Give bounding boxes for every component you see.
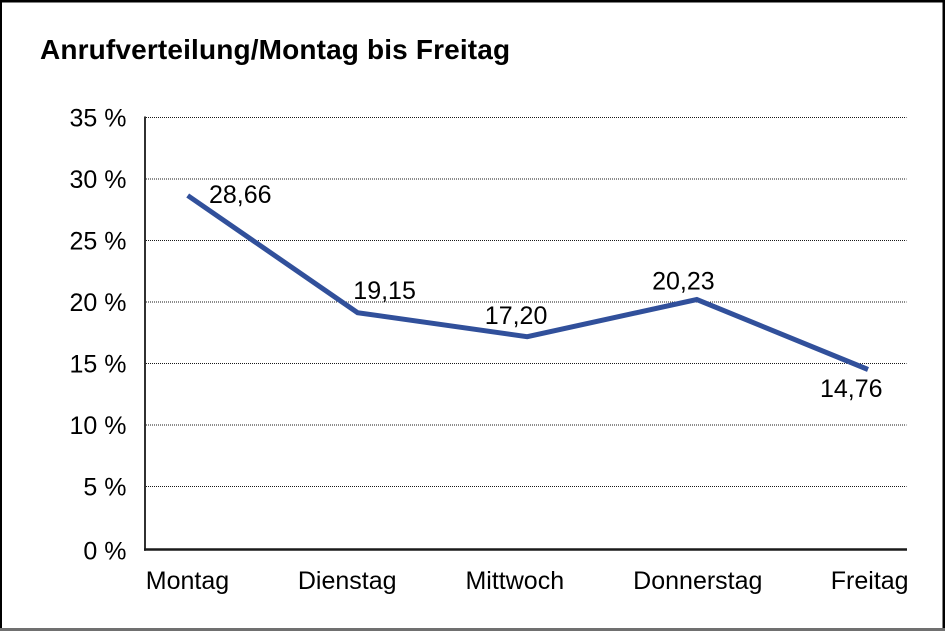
svg-text:20,23: 20,23: [652, 268, 715, 296]
svg-text:30 %: 30 %: [70, 166, 127, 194]
svg-text:0 %: 0 %: [83, 538, 126, 566]
svg-text:15 %: 15 %: [70, 351, 127, 379]
svg-text:25 %: 25 %: [70, 228, 127, 256]
svg-text:Dienstag: Dienstag: [298, 567, 397, 595]
svg-text:14,76: 14,76: [820, 375, 883, 403]
svg-text:5 %: 5 %: [83, 474, 126, 502]
svg-text:35 %: 35 %: [70, 105, 127, 133]
svg-text:Mittwoch: Mittwoch: [465, 567, 564, 595]
svg-text:Freitag: Freitag: [831, 567, 909, 595]
svg-text:20 %: 20 %: [70, 289, 127, 317]
svg-text:Donnerstag: Donnerstag: [633, 567, 762, 595]
svg-text:17,20: 17,20: [485, 302, 548, 330]
svg-text:Anrufverteilung/Montag bis Fre: Anrufverteilung/Montag bis Freitag: [40, 34, 510, 65]
svg-text:10 %: 10 %: [70, 412, 127, 440]
svg-text:28,66: 28,66: [209, 181, 272, 209]
svg-text:Montag: Montag: [146, 567, 229, 595]
svg-text:19,15: 19,15: [353, 277, 416, 305]
